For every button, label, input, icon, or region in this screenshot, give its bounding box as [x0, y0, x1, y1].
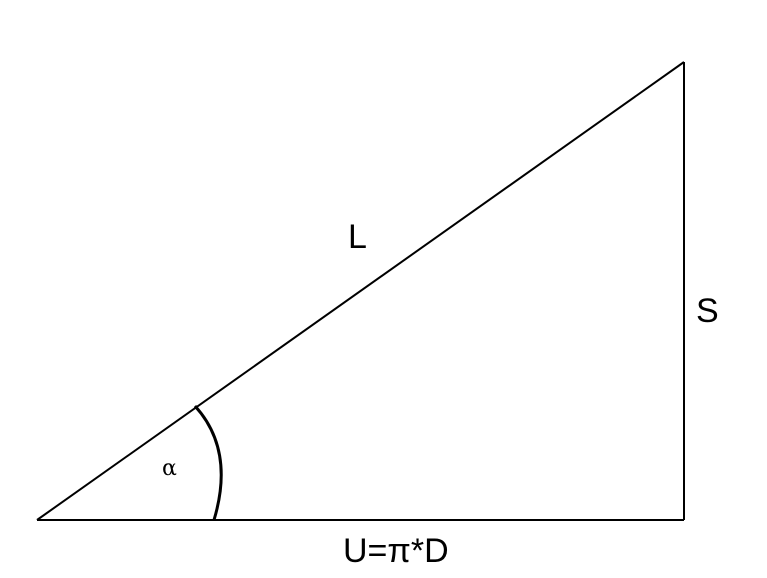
vertical-side-label: S — [696, 292, 719, 330]
angle-arc — [193, 404, 223, 521]
angle-label: α — [162, 456, 177, 481]
base-label: U=π*D — [343, 532, 449, 570]
hypotenuse-label: L — [348, 218, 367, 256]
hypotenuse-line — [36, 61, 685, 521]
